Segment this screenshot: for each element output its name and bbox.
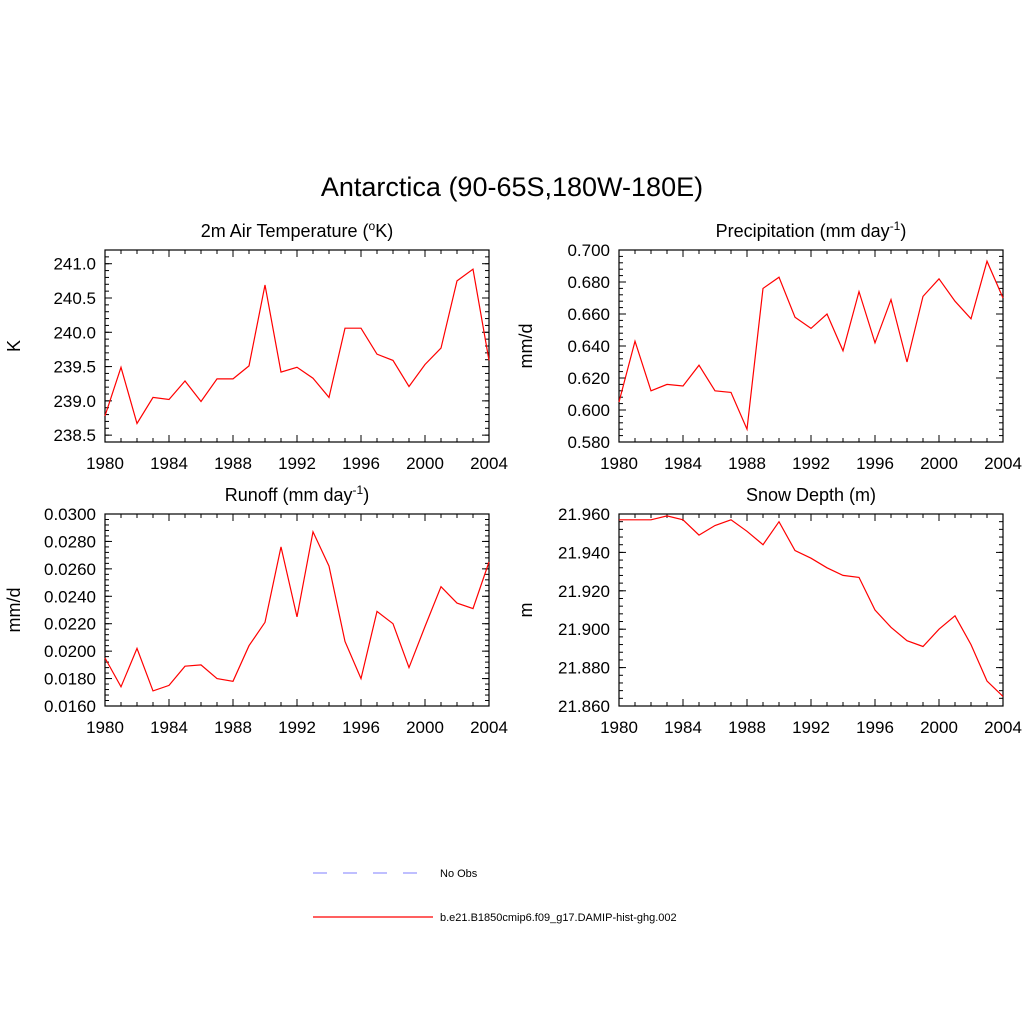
y-axis-label: mm/d bbox=[4, 588, 24, 633]
y-tick-label: 21.940 bbox=[558, 543, 610, 562]
y-tick-label: 240.0 bbox=[53, 323, 96, 342]
panel-title: 2m Air Temperature (oK) bbox=[201, 219, 393, 241]
y-tick-label: 21.900 bbox=[558, 620, 610, 639]
panel-title: Runoff (mm day-1) bbox=[225, 483, 369, 505]
figure-title: Antarctica (90-65S,180W-180E) bbox=[321, 172, 703, 202]
chart-panel-1: 1980 1984 1988 1992 1996 2000 2004 238.5 239.0 23… bbox=[4, 219, 508, 473]
x-tick-label: 1992 bbox=[278, 718, 316, 737]
y-tick-label: 21.880 bbox=[558, 659, 610, 678]
legend: No Obs b.e21.B1850cmip6.f09_g17.DAMIP-his… bbox=[313, 868, 677, 924]
series-line bbox=[104, 529, 490, 692]
x-tick-label: 1988 bbox=[214, 454, 252, 473]
chart-panels: 1980 1984 1988 1992 1996 2000 2004 238.5 239.0 23… bbox=[4, 219, 1022, 737]
x-tick-label: 1988 bbox=[214, 718, 252, 737]
x-tick-label: 1992 bbox=[792, 718, 830, 737]
x-tick-label: 1980 bbox=[600, 454, 638, 473]
y-tick-label: 239.0 bbox=[53, 392, 96, 411]
x-tick-label: 1988 bbox=[728, 454, 766, 473]
x-tick-label: 1984 bbox=[664, 718, 702, 737]
x-tick-label: 2000 bbox=[406, 718, 444, 737]
x-tick-label: 1980 bbox=[86, 454, 124, 473]
y-tick-label: 21.920 bbox=[558, 582, 610, 601]
y-tick-label: 241.0 bbox=[53, 255, 96, 274]
series-line bbox=[104, 268, 490, 425]
legend-label: b.e21.B1850cmip6.f09_g17.DAMIP-hist-ghg.… bbox=[440, 912, 677, 924]
x-tick-label: 2000 bbox=[920, 718, 958, 737]
plot-frame bbox=[618, 249, 1004, 443]
chart-panel-4: 1980 1984 1988 1992 1996 2000 2004 21.860 21.880… bbox=[516, 485, 1022, 737]
x-tick-label: 1984 bbox=[150, 454, 188, 473]
x-tick-label: 1996 bbox=[856, 718, 894, 737]
x-tick-label: 2004 bbox=[470, 454, 508, 473]
x-tick-label: 1996 bbox=[342, 454, 380, 473]
y-tick-label: 0.660 bbox=[567, 305, 610, 324]
y-tick-label: 0.580 bbox=[567, 433, 610, 452]
x-tick-label: 2004 bbox=[984, 454, 1022, 473]
x-tick-label: 1988 bbox=[728, 718, 766, 737]
y-tick-label: 0.0260 bbox=[44, 560, 96, 579]
x-tick-label: 2000 bbox=[406, 454, 444, 473]
panel-title: Snow Depth (m) bbox=[746, 485, 876, 505]
panel-title: Precipitation (mm day-1) bbox=[716, 219, 907, 241]
y-tick-label: 0.620 bbox=[567, 369, 610, 388]
x-tick-label: 2004 bbox=[470, 718, 508, 737]
y-tick-label: 0.640 bbox=[567, 337, 610, 356]
y-axis-label: mm/d bbox=[516, 324, 536, 369]
y-tick-label: 21.960 bbox=[558, 505, 610, 524]
x-tick-label: 1980 bbox=[86, 718, 124, 737]
x-tick-label: 1992 bbox=[792, 454, 830, 473]
y-axis-label: K bbox=[4, 340, 24, 352]
y-axis-label: m bbox=[516, 603, 536, 618]
plot-frame bbox=[618, 513, 1004, 707]
x-tick-label: 2004 bbox=[984, 718, 1022, 737]
y-tick-label: 0.0300 bbox=[44, 505, 96, 524]
x-tick-label: 1992 bbox=[278, 454, 316, 473]
legend-label: No Obs bbox=[440, 868, 478, 880]
y-tick-label: 239.5 bbox=[53, 358, 96, 377]
chart-panel-2: 1980 1984 1988 1992 1996 2000 2004 0.580 0.600 0.… bbox=[516, 219, 1022, 473]
y-tick-label: 0.700 bbox=[567, 241, 610, 260]
y-tick-label: 240.5 bbox=[53, 289, 96, 308]
y-tick-label: 0.680 bbox=[567, 273, 610, 292]
y-tick-label: 0.600 bbox=[567, 401, 610, 420]
y-tick-label: 0.0220 bbox=[44, 615, 96, 634]
y-tick-label: 0.0200 bbox=[44, 642, 96, 661]
x-tick-label: 2000 bbox=[920, 454, 958, 473]
x-tick-label: 1980 bbox=[600, 718, 638, 737]
series-line bbox=[619, 515, 1004, 697]
chart-panel-3: 1980 1984 1988 1992 1996 2000 2004 0.0160 0.0180… bbox=[4, 483, 508, 737]
y-tick-label: 0.0280 bbox=[44, 532, 96, 551]
x-tick-label: 1984 bbox=[664, 454, 702, 473]
y-tick-label: 238.5 bbox=[53, 426, 96, 445]
series-line bbox=[618, 259, 1004, 432]
y-tick-label: 0.0240 bbox=[44, 587, 96, 606]
y-tick-label: 0.0180 bbox=[44, 670, 96, 689]
x-tick-label: 1996 bbox=[856, 454, 894, 473]
plot-frame bbox=[104, 249, 490, 443]
x-tick-label: 1996 bbox=[342, 718, 380, 737]
y-tick-label: 0.0160 bbox=[44, 697, 96, 716]
x-tick-label: 1984 bbox=[150, 718, 188, 737]
y-tick-label: 21.860 bbox=[558, 697, 610, 716]
